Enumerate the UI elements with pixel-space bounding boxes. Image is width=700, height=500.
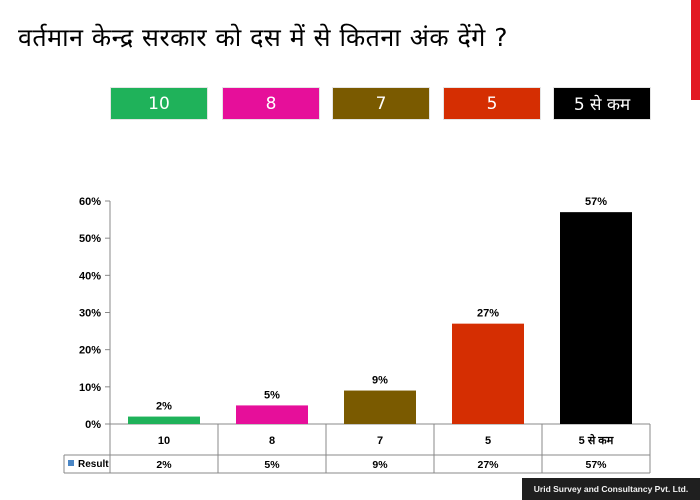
y-tick-label: 30%: [79, 308, 101, 320]
table-series-label: Result: [78, 459, 109, 470]
legend-item-less-than-5: 5 से कम: [553, 87, 651, 120]
bar: [560, 212, 632, 424]
category-label: 5: [485, 435, 491, 447]
legend-item-5: 5: [443, 87, 541, 120]
bar: [344, 390, 416, 424]
table-value: 9%: [372, 459, 388, 471]
bar: [236, 405, 308, 424]
data-label: 9%: [372, 375, 388, 387]
y-tick-label: 50%: [79, 233, 101, 245]
legend-item-10: 10: [110, 87, 208, 120]
data-label: 5%: [264, 389, 280, 401]
legend-item-8: 8: [222, 87, 320, 120]
footer-credit: Urid Survey and Consultancy Pvt. Ltd.: [522, 478, 700, 500]
table-value: 5%: [264, 459, 280, 471]
page-title: वर्तमान केन्द्र सरकार को दस में से कितना…: [18, 23, 509, 52]
bar: [452, 323, 524, 424]
legend-label: 5: [486, 93, 498, 114]
legend-label: 8: [265, 93, 277, 114]
table-value: 27%: [477, 459, 499, 471]
y-tick-label: 0%: [85, 419, 101, 431]
table-series-key: [68, 460, 74, 466]
data-label: 27%: [477, 308, 499, 320]
y-tick-label: 40%: [79, 270, 101, 282]
legend-label: 10: [148, 93, 170, 114]
y-tick-label: 10%: [79, 382, 101, 394]
accent-bar: [691, 0, 700, 100]
y-tick-label: 60%: [79, 196, 101, 208]
data-label: 2%: [156, 401, 172, 413]
category-label: 5 से कम: [579, 433, 614, 447]
legend-item-7: 7: [332, 87, 430, 120]
bar: [128, 416, 200, 424]
table-value: 57%: [585, 459, 607, 471]
y-tick-label: 20%: [79, 345, 101, 357]
data-label: 57%: [585, 196, 607, 208]
category-label: 8: [269, 435, 275, 447]
table-value: 2%: [156, 459, 172, 471]
category-label: 10: [158, 435, 170, 447]
legend-label: 7: [375, 93, 387, 114]
category-label: 7: [377, 435, 383, 447]
legend-label: 5 से कम: [573, 95, 631, 115]
